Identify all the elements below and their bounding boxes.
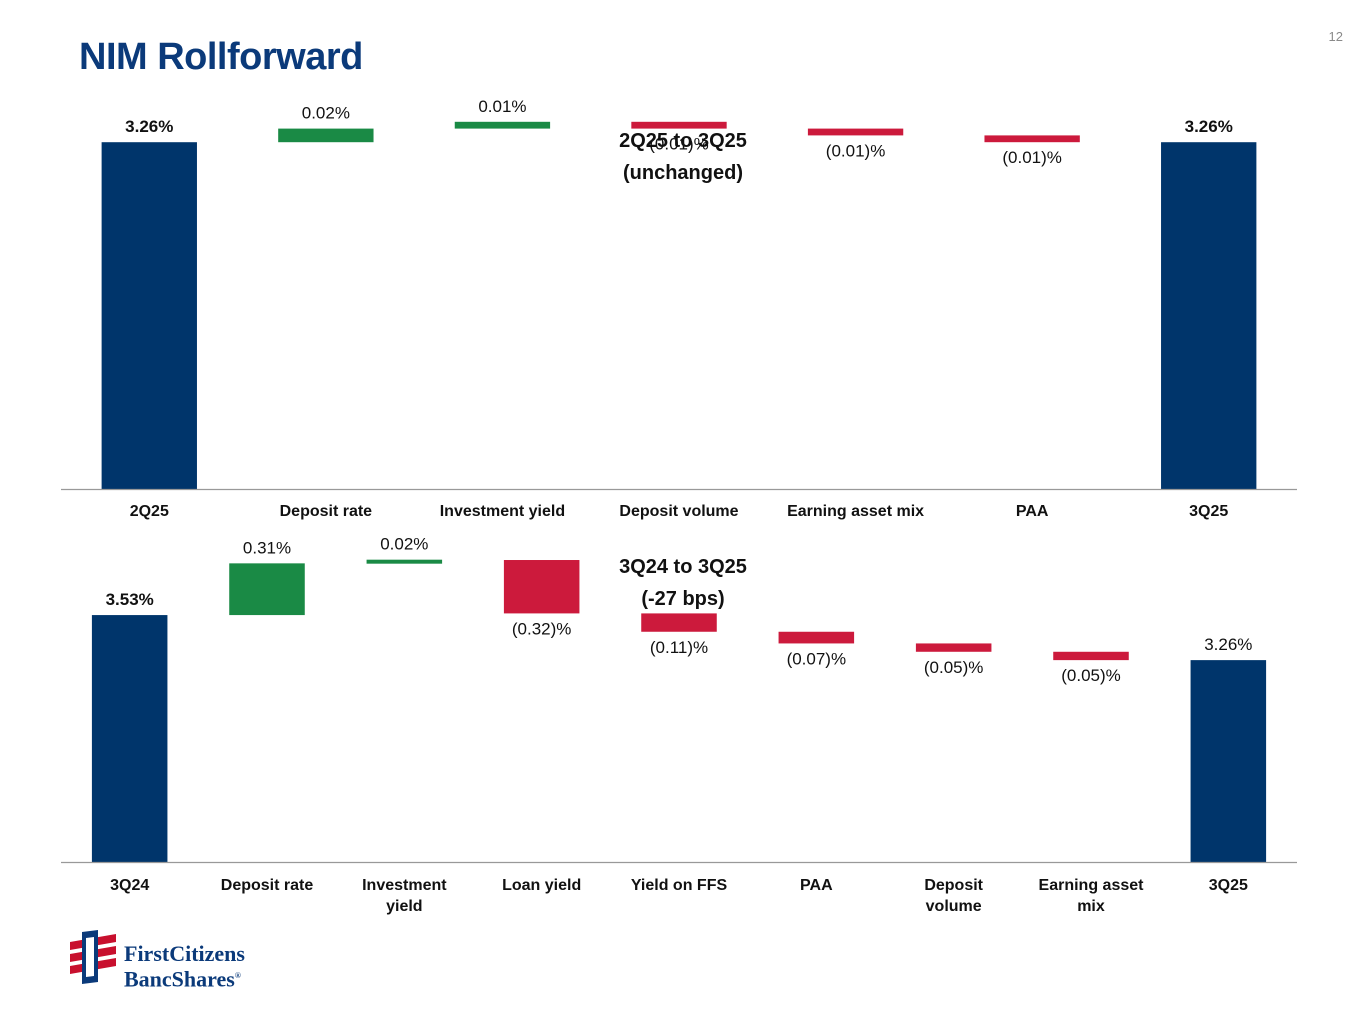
waterfall-chart-bottom: 3Q24 to 3Q25 (-27 bps) 3.53% 3Q24 0.31% Depos… — [61, 535, 1297, 915]
category-label-deposit-volume: Deposit — [924, 877, 983, 894]
category-label-paa: PAA — [800, 877, 833, 894]
category-label-3q25: 3Q25 — [1189, 503, 1228, 520]
bar-deposit-volume — [915, 643, 992, 652]
bar-investment-yield — [366, 559, 443, 564]
data-label-paa: (0.01)% — [1002, 148, 1062, 167]
bar-deposit-rate — [229, 563, 305, 616]
bar-2q25 — [101, 142, 197, 489]
bar-3q25 — [1190, 660, 1267, 862]
chart-subtitle: (unchanged) — [623, 162, 743, 184]
category-label-loan-yield: Loan yield — [502, 877, 581, 894]
logo-line-2: BancShares® — [124, 966, 241, 992]
data-label-paa: (0.07)% — [787, 649, 847, 668]
flag-logo-icon — [70, 930, 116, 984]
category-label-earning-asset-mix: Earning asset mix — [787, 503, 924, 520]
bar-paa — [778, 631, 855, 644]
category-label-deposit-rate: Deposit rate — [221, 877, 314, 894]
bar-deposit-rate — [278, 128, 374, 143]
logo-line-1: FirstCitizens — [124, 941, 245, 966]
data-label-earning-asset-mix: (0.05)% — [1061, 666, 1121, 685]
data-label-deposit-volume: (0.01)% — [649, 135, 709, 154]
category-label-deposit-volume: Deposit volume — [619, 503, 738, 520]
category-label-investment-yield: Investment yield — [440, 503, 565, 520]
bar-loan-yield — [503, 560, 580, 614]
chart-subtitle: (-27 bps) — [641, 588, 724, 610]
page-number: 12 — [1328, 29, 1343, 44]
category-label-yield-on-ffs: Yield on FFS — [631, 877, 728, 894]
data-label-deposit-volume: (0.05)% — [924, 658, 984, 677]
category-label-deposit-rate: Deposit rate — [280, 503, 373, 520]
data-label-loan-yield: (0.32)% — [512, 619, 572, 638]
data-label-deposit-rate: 0.31% — [243, 538, 291, 557]
data-label-3q25: 3.26% — [1185, 117, 1233, 136]
bar-yield-on-ffs — [641, 613, 717, 632]
bar-investment-yield — [454, 121, 551, 129]
category-label-investment-yield: Investment — [362, 877, 447, 894]
data-label-deposit-rate: 0.02% — [302, 104, 350, 123]
page-title: NIM Rollforward — [79, 36, 363, 78]
category-label-3q24: 3Q24 — [110, 877, 149, 894]
waterfall-chart-top: 2Q25 to 3Q25 (unchanged) 3.26% 2Q25 0.02% Dep… — [61, 97, 1297, 520]
chart-title: 2Q25 to 3Q25 — [619, 130, 747, 152]
category-label-earning-asset-mix: mix — [1077, 898, 1105, 915]
data-label-3q24: 3.53% — [106, 590, 154, 609]
company-logo: FirstCitizens BancShares® — [68, 928, 268, 992]
bar-earning-asset-mix — [807, 128, 904, 136]
category-label-investment-yield: yield — [386, 898, 422, 915]
bar-3q24 — [91, 615, 168, 862]
category-label-earning-asset-mix: Earning asset — [1039, 877, 1145, 894]
category-label-paa: PAA — [1016, 503, 1049, 520]
data-label-yield-on-ffs: (0.11)% — [650, 638, 708, 657]
bar-deposit-volume — [631, 121, 727, 129]
category-label-3q25: 3Q25 — [1209, 877, 1248, 894]
category-label-deposit-volume: volume — [926, 898, 982, 915]
bar-3q25 — [1161, 142, 1257, 489]
data-label-earning-asset-mix: (0.01)% — [826, 141, 886, 160]
category-label-2q25: 2Q25 — [130, 503, 169, 520]
data-label-investment-yield: 0.02% — [380, 535, 428, 554]
bar-paa — [984, 135, 1080, 143]
data-label-investment-yield: 0.01% — [478, 97, 526, 116]
chart-title: 3Q24 to 3Q25 — [619, 556, 747, 578]
bar-earning-asset-mix — [1053, 651, 1129, 661]
data-label-3q25: 3.26% — [1204, 635, 1252, 654]
data-label-2q25: 3.26% — [125, 117, 173, 136]
